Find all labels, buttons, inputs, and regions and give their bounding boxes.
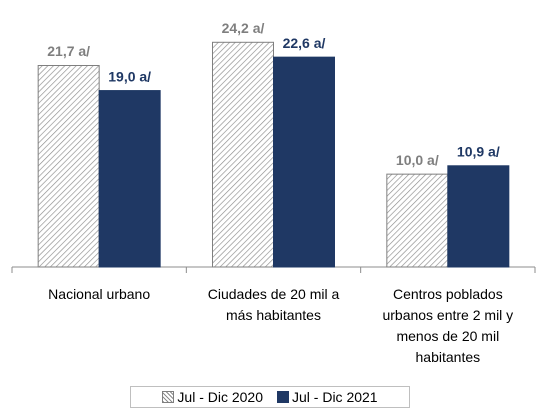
value-label: 10,9 a/ bbox=[457, 143, 500, 159]
value-label: 21,7 a/ bbox=[47, 43, 90, 59]
value-label: 24,2 a/ bbox=[222, 20, 265, 36]
x-tick-label: Ciudades de 20 mil a más habitantes bbox=[207, 286, 340, 323]
bar bbox=[37, 65, 100, 268]
legend-label: Jul - Dic 2021 bbox=[292, 389, 378, 405]
value-label: 19,0 a/ bbox=[108, 68, 151, 84]
bar bbox=[273, 56, 335, 268]
legend-label: Jul - Dic 2020 bbox=[177, 389, 263, 405]
legend: Jul - Dic 2020 Jul - Dic 2021 bbox=[130, 386, 410, 408]
value-label: 22,6 a/ bbox=[283, 35, 326, 51]
legend-item: Jul - Dic 2020 bbox=[162, 389, 263, 405]
x-tick-label: Centros poblados urbanos entre 2 mil y m… bbox=[382, 286, 514, 365]
x-tick-label: Nacional urbano bbox=[48, 286, 151, 302]
bar bbox=[386, 173, 449, 268]
bar bbox=[447, 165, 510, 268]
legend-swatch bbox=[162, 391, 175, 403]
legend-swatch bbox=[277, 391, 289, 403]
value-label: 10,0 a/ bbox=[396, 152, 439, 168]
plot: 21,7 a/19,0 a/24,2 a/22,6 a/10,0 a/10,9 … bbox=[11, 20, 536, 273]
bar bbox=[212, 41, 274, 268]
bar bbox=[98, 90, 161, 268]
legend-item: Jul - Dic 2021 bbox=[277, 389, 378, 405]
